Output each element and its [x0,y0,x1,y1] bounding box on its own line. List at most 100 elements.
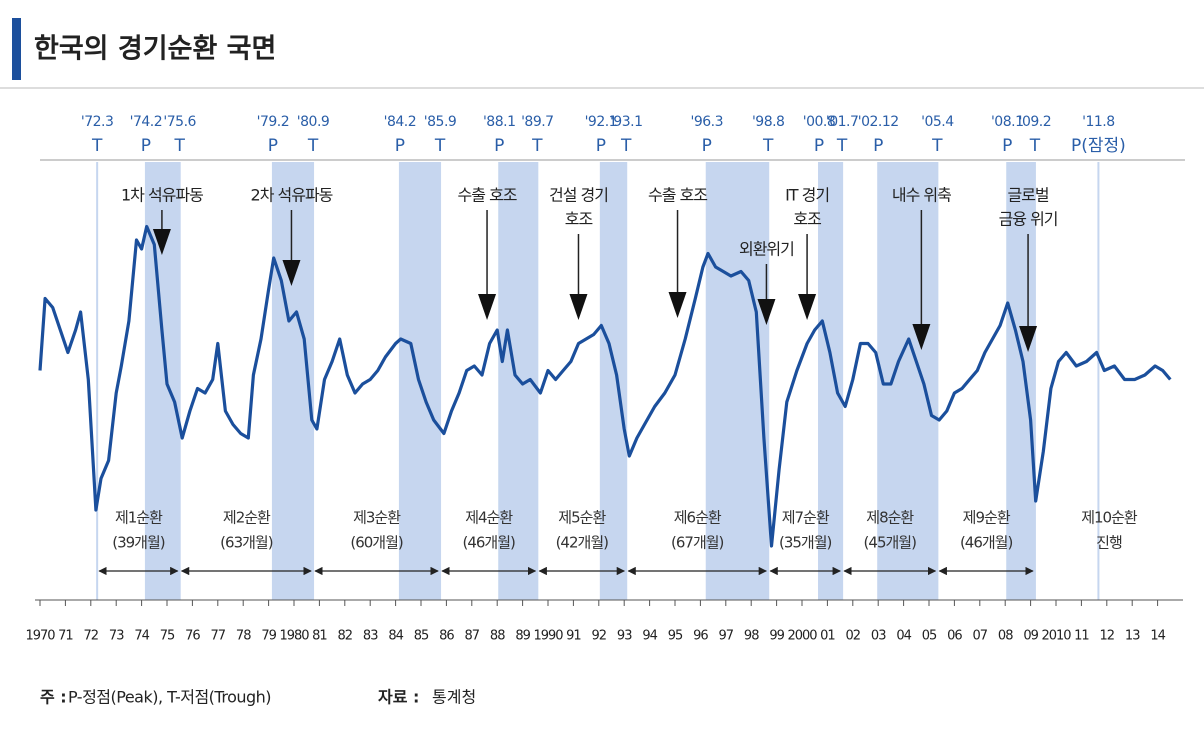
x-tick-label: 84 [388,629,403,644]
x-tick-label: 97 [719,629,734,644]
source: 통계청 [432,688,476,707]
x-tick-label: 91 [566,629,581,644]
cycle-label: (67개월) [671,534,724,552]
cycle-label: 제3순환 [353,509,401,527]
annotation-text: 글로벌 [1007,186,1048,205]
turning-point-date: '92.1 [585,114,618,130]
annotation-arrowhead [798,294,817,320]
x-tick-label: 09 [1023,629,1038,644]
turning-point-kind: T [307,136,319,156]
note: P-정점(Peak), T-저점(Trough) [68,688,271,707]
turning-point-kind: T [91,136,103,156]
turning-point-kind: P [395,136,405,156]
turning-point-date: '00.8 [803,114,836,130]
x-tick-label: 87 [465,629,480,644]
x-tick-label: 96 [693,629,708,644]
annotation-arrowhead [152,229,171,255]
x-tick-label: 78 [236,629,251,644]
annotation-text: 수출 호조 [648,186,707,205]
x-tick-label: 82 [338,629,353,644]
x-tick-label: 12 [1100,629,1115,644]
recession-band [1007,162,1035,600]
x-tick-label: 79 [261,629,276,644]
turning-point-date: '84.2 [384,114,417,130]
cycle-label: 제10순환 [1081,509,1138,527]
x-tick-label: 08 [998,629,1013,644]
turning-point-date: '80.9 [297,114,330,130]
x-tick-label: 99 [769,629,784,644]
x-tick-label: 03 [871,629,886,644]
turning-point-date: '08.1 [991,114,1024,130]
turning-point-kind: T [931,136,943,156]
x-tick-label: 2010 [1041,629,1071,644]
annotation-text: 금융 위기 [999,210,1058,229]
title-bar [12,18,21,80]
turning-point-kind: T [836,136,848,156]
cycle-label: (63개월) [220,534,273,552]
x-tick-label: 72 [84,629,99,644]
cycle-label: 제8순환 [866,509,914,527]
turning-point-kind: P [268,136,278,156]
turning-point-date: '02.12 [858,114,899,130]
annotation-arrowhead [1019,326,1038,352]
annotation-text: 수출 호조 [458,186,517,205]
x-tick-label: 98 [744,629,759,644]
x-tick-label: 77 [211,629,226,644]
cycle-label: 제9순환 [963,509,1011,527]
turning-point-date: '93.1 [610,114,643,130]
x-tick-label: 02 [846,629,861,644]
cycle-label: (39개월) [112,534,165,552]
annotation-text: 2차 석유파동 [251,186,333,205]
x-tick-label: 73 [109,629,124,644]
turning-point-date: '11.8 [1082,114,1115,130]
annotation-arrowhead [757,299,776,325]
cycle-label: 제6순환 [674,509,722,527]
recession-band [878,162,938,600]
x-tick-label: 76 [185,629,200,644]
x-tick-label: 06 [947,629,962,644]
cycle-label: 제7순환 [782,509,830,527]
turning-point-date: '01.7 [826,114,859,130]
turning-point-date: '89.7 [521,114,554,130]
x-tick-label: 89 [515,629,530,644]
x-tick-label: 75 [160,629,175,644]
cycle-label: 제1순환 [115,509,163,527]
cycle-label: 진행 [1096,534,1122,552]
turning-point-kind: P [596,136,606,156]
x-tick-label: 74 [134,629,149,644]
turning-point-date: '74.2 [130,114,163,130]
x-tick-label: 05 [922,629,937,644]
turning-point-kind: P [702,136,712,156]
recession-band [272,162,314,600]
annotation-arrowhead [478,294,497,320]
x-tick-label: 71 [58,629,73,644]
turning-point-date: '75.6 [163,114,196,130]
x-tick-label: 81 [312,629,327,644]
turning-point-date: '85.9 [424,114,457,130]
turning-point-kind: P [494,136,504,156]
annotation-text: IT 경기 [785,186,829,205]
turning-point-date: '05.4 [921,114,954,130]
cycle-label: (46개월) [462,534,515,552]
recession-band [706,162,769,600]
x-tick-label: 94 [642,629,657,644]
cycle-label: (46개월) [960,534,1013,552]
turning-point-date: '79.2 [257,114,290,130]
x-tick-label: 93 [617,629,632,644]
turning-point-kind: T [1029,136,1041,156]
x-tick-label: 04 [896,629,911,644]
turning-point-kind: P [1002,136,1012,156]
x-tick-label: 1990 [533,629,563,644]
source-label: 자료 : [378,688,419,707]
x-tick-label: 14 [1150,629,1165,644]
annotation-text: 건설 경기 [549,186,608,205]
cycle-label: 제2순환 [223,509,271,527]
recession-band [819,162,843,600]
x-tick-label: 92 [592,629,607,644]
annotation-arrowhead [912,324,931,350]
x-tick-label: 01 [820,629,835,644]
turning-point-date: '98.8 [752,114,785,130]
cycle-label: 제4순환 [465,509,513,527]
annotation-arrowhead [282,260,301,286]
turning-point-kind: P [873,136,883,156]
